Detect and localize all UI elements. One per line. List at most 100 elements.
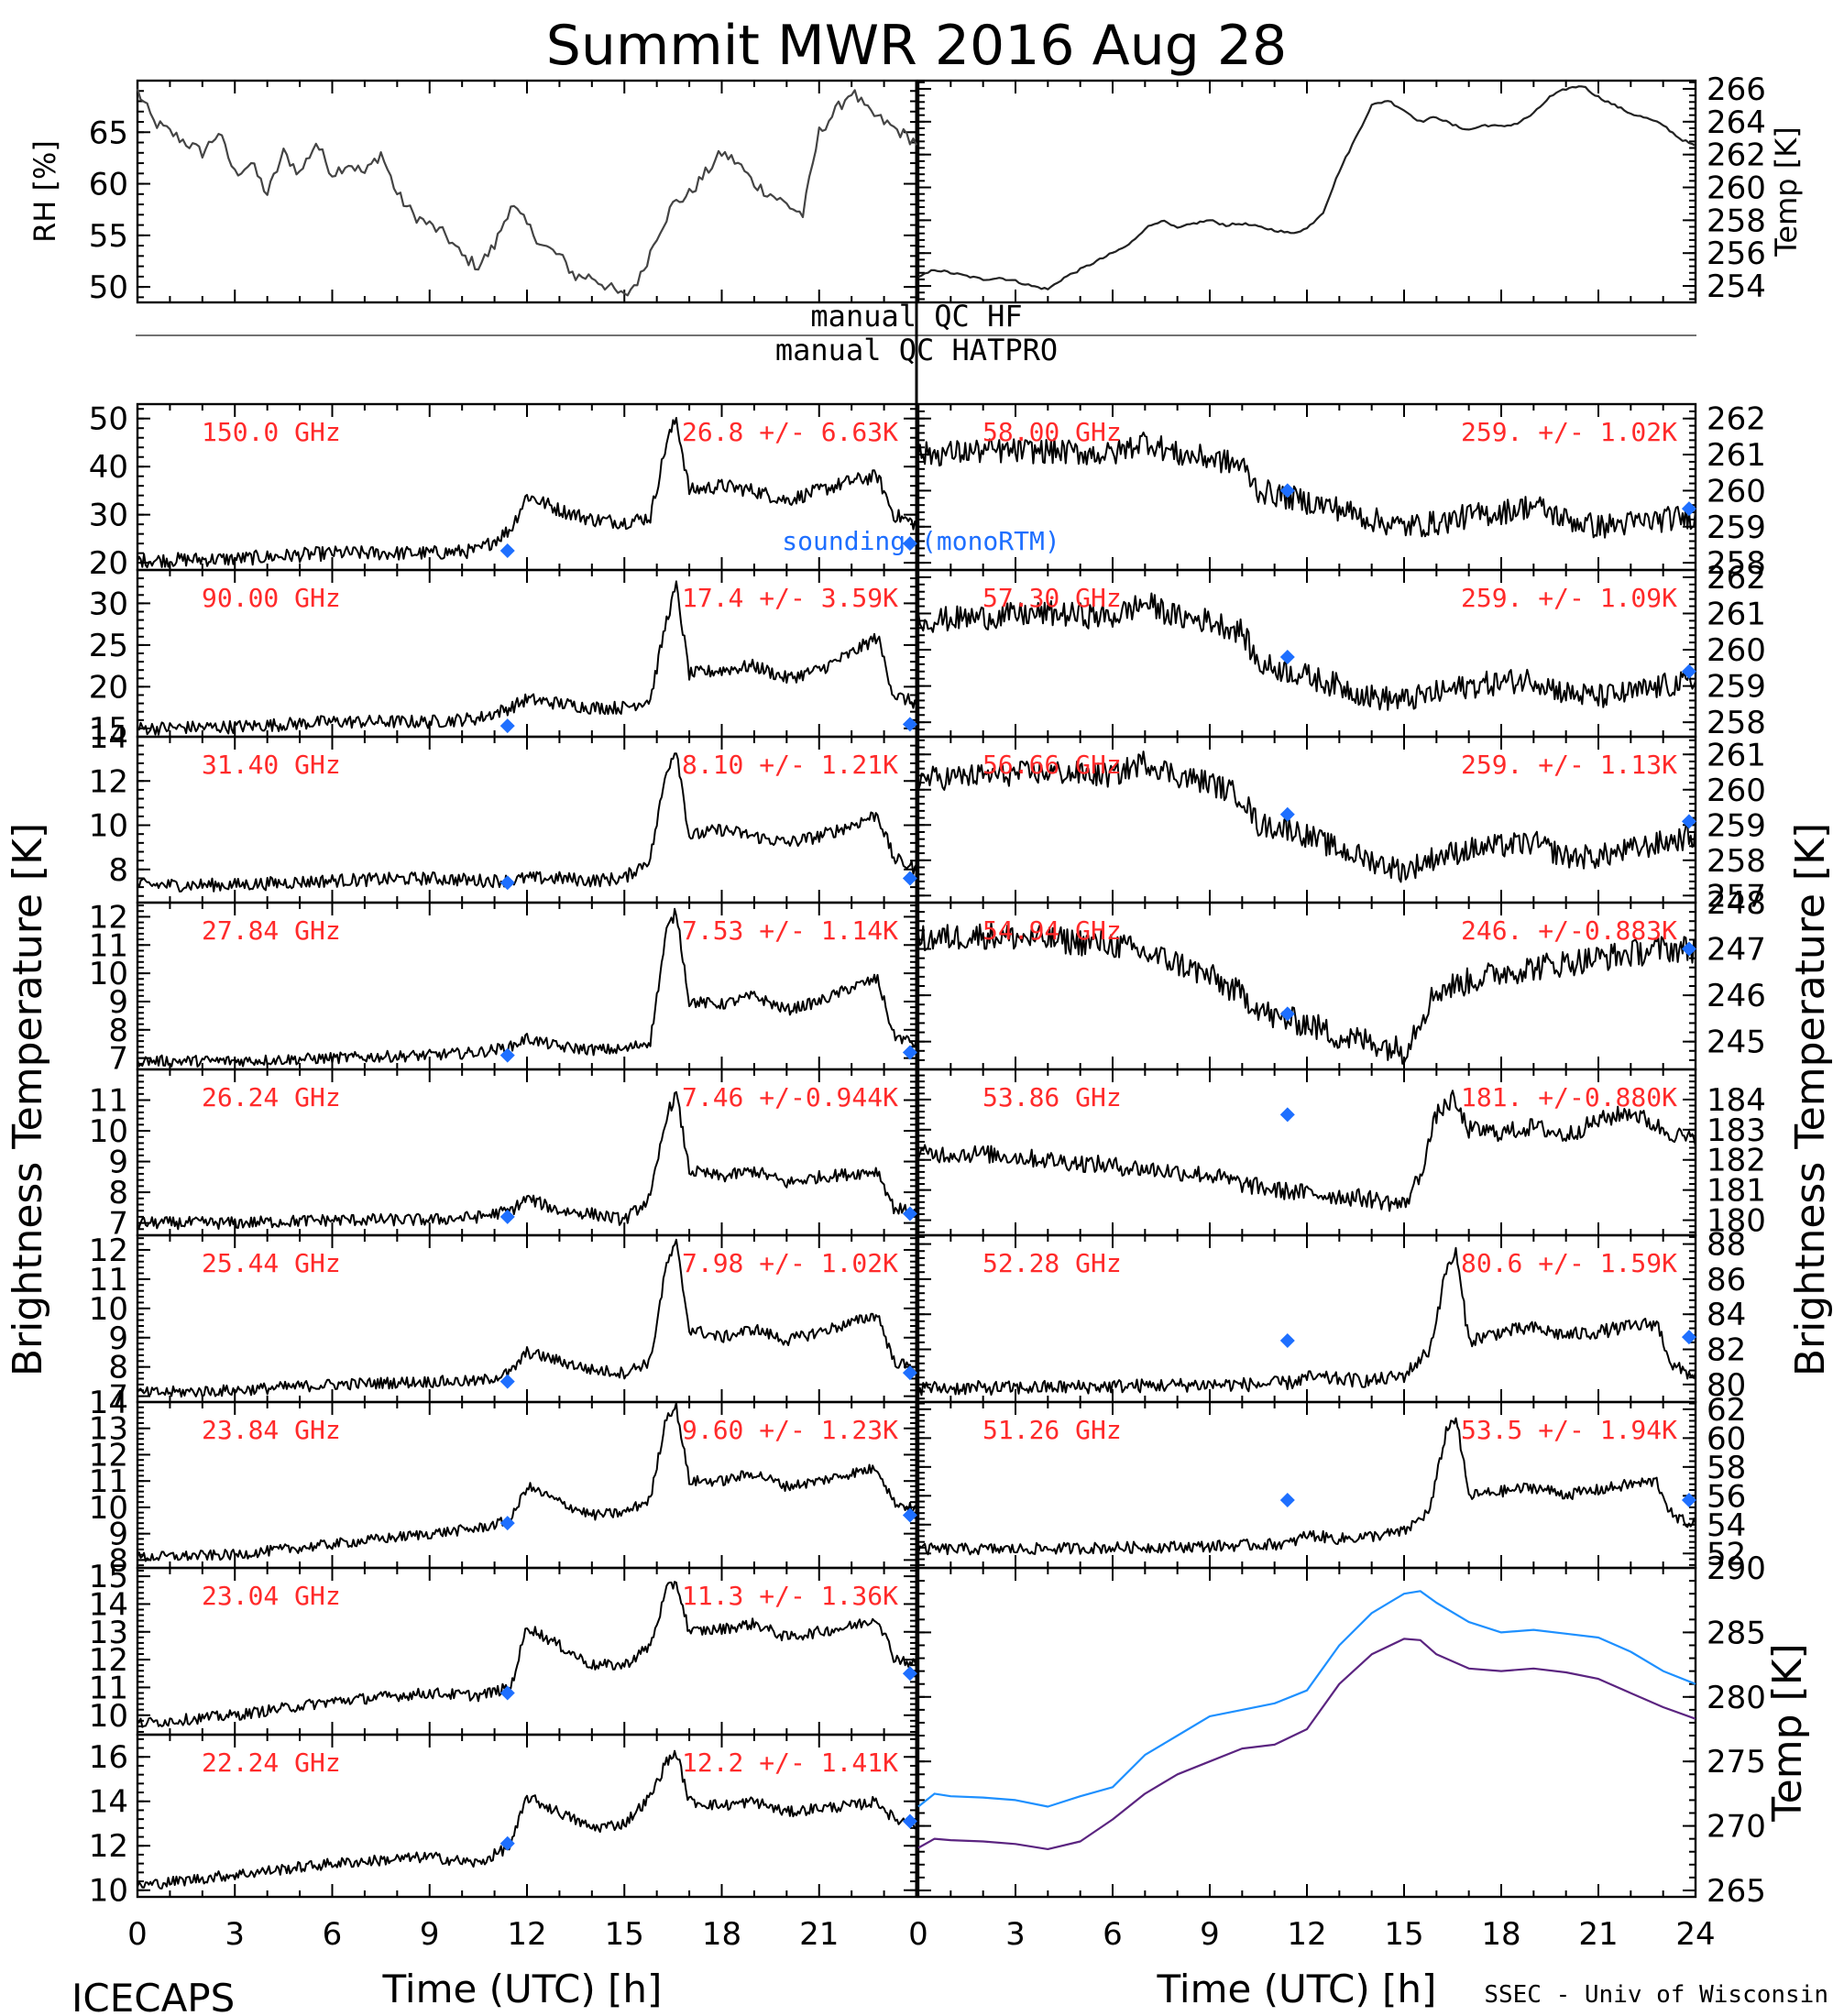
y-tick-label: 184	[1707, 1082, 1766, 1119]
y-tick-label: 8	[108, 1013, 128, 1049]
stat-label: 259. +/- 1.13K	[1461, 750, 1677, 780]
y-tick-label: 262	[1707, 560, 1766, 597]
stat-label: 246. +/-0.883K	[1461, 915, 1677, 946]
y-tick-label: 10	[89, 1113, 128, 1150]
sounding-point	[499, 1374, 515, 1389]
series-line	[137, 417, 917, 569]
y-tick-label: 264	[1707, 104, 1766, 141]
sounding-point	[902, 1206, 917, 1222]
stat-label: 26.8 +/- 6.63K	[682, 417, 898, 447]
frequency-label: 53.86 GHz	[982, 1082, 1122, 1112]
frequency-label: 54.94 GHz	[982, 915, 1122, 946]
footer-icecaps: ICECAPS	[71, 1976, 235, 2016]
frequency-label: 23.84 GHz	[202, 1415, 341, 1445]
y-tick-label: 275	[1707, 1744, 1766, 1780]
panel-frame	[916, 79, 1697, 304]
series-line	[137, 1238, 917, 1398]
y-tick-label: 285	[1707, 1615, 1766, 1651]
x-tick-label: 24	[1675, 1916, 1715, 1953]
series-line	[917, 1638, 1696, 1851]
y-tick-label: 10	[89, 1291, 128, 1328]
stat-label: 7.46 +/-0.944K	[682, 1082, 898, 1112]
y-tick-label: 50	[89, 269, 128, 306]
series-line	[917, 1090, 1696, 1212]
sounding-point	[902, 1045, 917, 1060]
y-tick-label: 12	[89, 763, 128, 800]
y-tick-label: 183	[1707, 1112, 1766, 1149]
x-tick-label: 18	[702, 1916, 741, 1953]
y-tick-label: 11	[89, 1262, 128, 1298]
y-tick-label: 65	[89, 115, 128, 151]
series-line	[917, 751, 1696, 883]
sounding-point	[499, 875, 515, 891]
y-tick-label: 82	[1707, 1332, 1746, 1369]
y-tick-label: 258	[1707, 203, 1766, 239]
y-tick-label: 9	[108, 1145, 128, 1181]
series-line	[917, 85, 1696, 290]
y-tick-label: 256	[1707, 236, 1766, 272]
x-tick-label: 0	[127, 1916, 148, 1953]
y-tick-label: 54	[1707, 1507, 1746, 1544]
x-tick-label: 21	[799, 1916, 839, 1953]
sounding-point	[499, 1516, 515, 1531]
series-line	[917, 1246, 1696, 1397]
sounding-point	[1681, 663, 1696, 679]
y-tick-label: 15	[89, 1559, 128, 1595]
sounding-legend: sounding (monoRTM)	[782, 526, 1059, 556]
x-axis-label-left: Time (UTC) [h]	[382, 1967, 663, 2011]
footer-ssec: SSEC - Univ of Wisconsin	[1484, 1981, 1828, 2009]
panel-tb150: 20 30 40 50 150.0 GHz 26.8 +/- 6.63K	[89, 401, 918, 582]
y-tick-label: 10	[89, 1490, 128, 1527]
sounding-point	[1279, 1332, 1295, 1348]
y-tick-label: 260	[1707, 632, 1766, 669]
y-tick-label: 11	[89, 1083, 128, 1120]
y-tick-label: 12	[89, 899, 128, 936]
frequency-label: 58.00 GHz	[982, 417, 1122, 447]
x-axis-label-right: Time (UTC) [h]	[1157, 1967, 1437, 2011]
y-tick-label: 8	[108, 1350, 128, 1386]
y-tick-label: 260	[1707, 170, 1766, 207]
y-tick-label: 13	[89, 1411, 128, 1448]
y-tick-label: 259	[1707, 509, 1766, 546]
y-tick-label: 280	[1707, 1680, 1766, 1716]
y-tick-label: 13	[89, 1615, 128, 1651]
y-tick-label: 261	[1707, 437, 1766, 474]
y-tick-label: 258	[1707, 843, 1766, 880]
sounding-point	[1279, 1493, 1295, 1508]
stat-label: 181. +/-0.880K	[1461, 1082, 1677, 1112]
sounding-point	[499, 718, 515, 734]
y-tick-label: 50	[89, 401, 128, 438]
y-tick-label: 259	[1707, 807, 1766, 844]
y-tick-label: 9	[108, 1320, 128, 1357]
y-tick-label: 290	[1707, 1550, 1766, 1587]
y-tick-label: 80	[1707, 1367, 1746, 1404]
series-line	[917, 431, 1696, 539]
y-tick-label: 248	[1707, 885, 1766, 922]
y-tick-label: 270	[1707, 1809, 1766, 1846]
series-line	[137, 1090, 917, 1231]
y-tick-label: 12	[89, 1233, 128, 1269]
stat-label: 259. +/- 1.09K	[1461, 583, 1677, 613]
frequency-label: 25.44 GHz	[202, 1248, 341, 1278]
panel-tb2224: 0 3 6 9 12 15 18 21 10 12 14 16 22.24 GHz 12.2 +/- 1.…	[89, 1733, 918, 1953]
figure-title: Summit MWR 2016 Aug 28	[546, 14, 1287, 78]
y-tick-label: 260	[1707, 473, 1766, 509]
sounding-point	[499, 1835, 515, 1851]
y-tick-label: 259	[1707, 669, 1766, 706]
stat-label: 9.60 +/- 1.23K	[682, 1415, 898, 1445]
frequency-label: 150.0 GHz	[202, 417, 341, 447]
frequency-label: 56.66 GHz	[982, 750, 1122, 780]
sounding-point	[499, 1209, 515, 1224]
y-tick-label: 88	[1707, 1227, 1746, 1264]
panel-rh: 50 55 60 65 RH [%]	[27, 79, 918, 306]
y-tick-label: 247	[1707, 932, 1766, 969]
series-line	[137, 580, 917, 736]
y-tick-label: 10	[89, 956, 128, 992]
frequency-label: 90.00 GHz	[202, 583, 341, 613]
sounding-point	[1681, 814, 1696, 829]
x-tick-label: 12	[507, 1916, 546, 1953]
